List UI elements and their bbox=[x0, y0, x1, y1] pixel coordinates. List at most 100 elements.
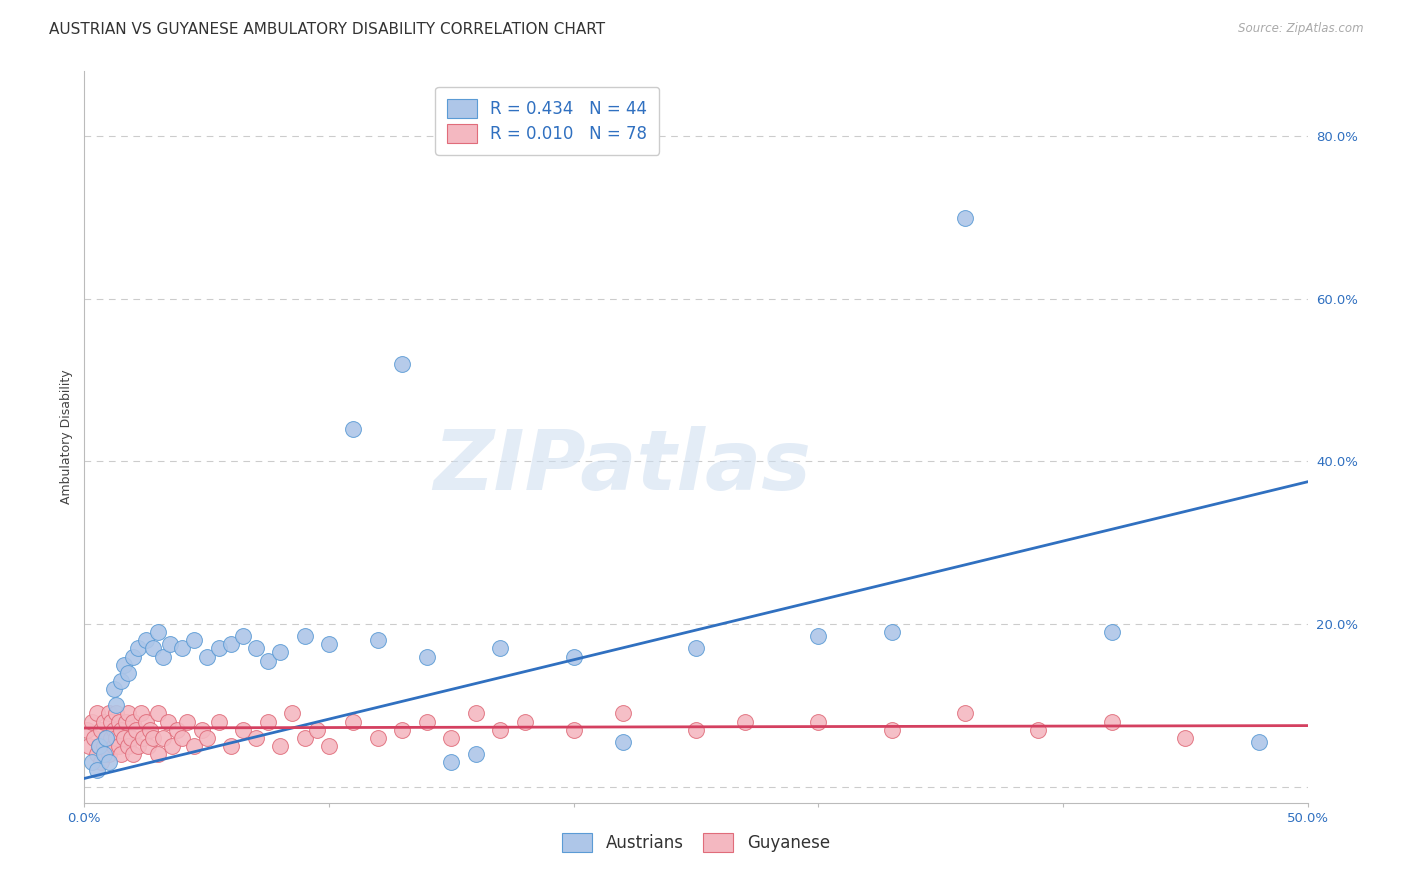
Point bbox=[83, 731, 105, 745]
Point bbox=[734, 714, 756, 729]
Point bbox=[612, 735, 634, 749]
Point bbox=[807, 714, 830, 729]
Point bbox=[146, 706, 169, 721]
Point bbox=[183, 633, 205, 648]
Point bbox=[135, 633, 157, 648]
Point bbox=[342, 422, 364, 436]
Y-axis label: Ambulatory Disability: Ambulatory Disability bbox=[59, 370, 73, 504]
Point bbox=[562, 723, 585, 737]
Point bbox=[105, 731, 128, 745]
Point bbox=[117, 739, 139, 753]
Point bbox=[105, 706, 128, 721]
Point bbox=[269, 739, 291, 753]
Point bbox=[318, 739, 340, 753]
Point bbox=[685, 723, 707, 737]
Text: ZIPatlas: ZIPatlas bbox=[433, 425, 811, 507]
Point bbox=[159, 637, 181, 651]
Point bbox=[562, 649, 585, 664]
Point bbox=[305, 723, 328, 737]
Point bbox=[156, 714, 179, 729]
Point bbox=[489, 641, 512, 656]
Point bbox=[1174, 731, 1197, 745]
Point bbox=[125, 723, 148, 737]
Point bbox=[367, 633, 389, 648]
Point bbox=[294, 731, 316, 745]
Point bbox=[110, 723, 132, 737]
Point bbox=[86, 747, 108, 761]
Point bbox=[172, 641, 194, 656]
Point bbox=[135, 714, 157, 729]
Point bbox=[880, 723, 903, 737]
Point bbox=[127, 739, 149, 753]
Point bbox=[110, 673, 132, 688]
Point bbox=[97, 706, 120, 721]
Point bbox=[183, 739, 205, 753]
Point bbox=[1247, 735, 1270, 749]
Point bbox=[86, 706, 108, 721]
Point bbox=[257, 714, 280, 729]
Point bbox=[80, 755, 103, 769]
Point bbox=[136, 739, 159, 753]
Point bbox=[96, 731, 118, 745]
Point bbox=[513, 714, 536, 729]
Point bbox=[152, 649, 174, 664]
Point bbox=[103, 723, 125, 737]
Point bbox=[245, 641, 267, 656]
Point bbox=[391, 357, 413, 371]
Point bbox=[139, 723, 162, 737]
Point bbox=[176, 714, 198, 729]
Point bbox=[172, 731, 194, 745]
Point bbox=[953, 706, 976, 721]
Point bbox=[232, 723, 254, 737]
Point bbox=[103, 681, 125, 696]
Point bbox=[100, 714, 122, 729]
Point bbox=[117, 665, 139, 680]
Point bbox=[953, 211, 976, 225]
Point bbox=[1101, 714, 1123, 729]
Point bbox=[122, 649, 145, 664]
Point bbox=[440, 731, 463, 745]
Point bbox=[208, 714, 231, 729]
Point bbox=[127, 641, 149, 656]
Point bbox=[86, 764, 108, 778]
Point bbox=[142, 731, 165, 745]
Legend: Austrians, Guyanese: Austrians, Guyanese bbox=[550, 822, 842, 864]
Text: Source: ZipAtlas.com: Source: ZipAtlas.com bbox=[1239, 22, 1364, 36]
Point bbox=[342, 714, 364, 729]
Point bbox=[191, 723, 214, 737]
Point bbox=[880, 625, 903, 640]
Text: AUSTRIAN VS GUYANESE AMBULATORY DISABILITY CORRELATION CHART: AUSTRIAN VS GUYANESE AMBULATORY DISABILI… bbox=[49, 22, 606, 37]
Point bbox=[166, 723, 188, 737]
Point bbox=[440, 755, 463, 769]
Point bbox=[93, 739, 115, 753]
Point bbox=[80, 714, 103, 729]
Point bbox=[96, 731, 118, 745]
Point bbox=[807, 629, 830, 643]
Point bbox=[152, 731, 174, 745]
Point bbox=[115, 714, 138, 729]
Point bbox=[120, 731, 142, 745]
Point bbox=[232, 629, 254, 643]
Point bbox=[77, 739, 100, 753]
Point bbox=[90, 755, 112, 769]
Point bbox=[162, 739, 184, 753]
Point bbox=[195, 649, 218, 664]
Point bbox=[100, 731, 122, 745]
Point bbox=[146, 625, 169, 640]
Point bbox=[105, 698, 128, 713]
Point bbox=[76, 723, 98, 737]
Point bbox=[318, 637, 340, 651]
Point bbox=[245, 731, 267, 745]
Point bbox=[146, 747, 169, 761]
Point bbox=[97, 747, 120, 761]
Point bbox=[195, 731, 218, 745]
Point bbox=[132, 731, 155, 745]
Point bbox=[219, 739, 242, 753]
Point bbox=[219, 637, 242, 651]
Point bbox=[416, 649, 439, 664]
Point bbox=[1028, 723, 1050, 737]
Point bbox=[97, 755, 120, 769]
Point bbox=[107, 714, 129, 729]
Point bbox=[142, 641, 165, 656]
Point bbox=[257, 654, 280, 668]
